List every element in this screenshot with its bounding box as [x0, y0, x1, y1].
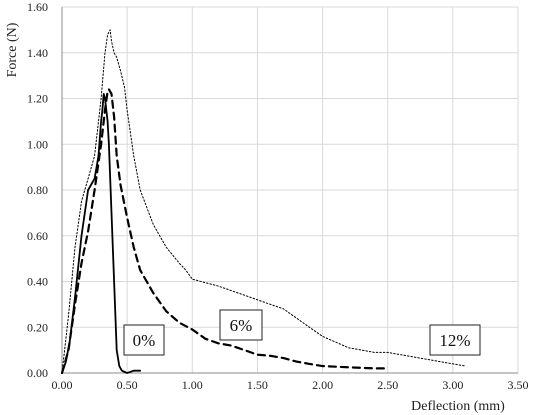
series-6-percent-line: [60, 88, 389, 375]
x-tick-label: 1.00: [182, 378, 203, 392]
y-tick-label: 1.00: [27, 137, 48, 151]
series-12-percent-line: [61, 29, 467, 374]
x-tick-label: 0.50: [117, 378, 138, 392]
y-tick-label: 0.20: [27, 320, 48, 334]
x-tick-label: 2.50: [377, 378, 398, 392]
series-0-percent-line: [61, 93, 142, 374]
annotation-12-percent-box: [429, 324, 481, 356]
annotation-6-percent: 6%: [219, 309, 263, 341]
series-lines: [60, 29, 467, 375]
gridlines: [62, 6, 519, 373]
y-tick-label: 0.40: [27, 275, 48, 289]
y-tick-label: 1.20: [27, 92, 48, 106]
x-axis-title: Deflection (mm): [411, 399, 505, 414]
x-tick-label: 1.50: [247, 378, 268, 392]
annotation-12-percent-label: 12%: [439, 331, 470, 350]
annotation-0-percent-box: [123, 324, 165, 356]
y-tick-label: 1.40: [27, 46, 48, 60]
annotation-6-percent-box: [219, 309, 263, 341]
annotation-0-percent-label: 0%: [133, 331, 156, 350]
annotation-0-percent: 0%: [123, 324, 165, 356]
x-tick-label: 0.00: [52, 378, 73, 392]
tick-labels: 0.00 0.50 1.00 1.50 2.00 2.50 3.00 3.50 0.00 0.20…: [27, 0, 529, 392]
y-tick-label: 0.00: [27, 366, 48, 380]
x-tick-label: 3.50: [508, 378, 529, 392]
y-tick-label: 0.60: [27, 229, 48, 243]
annotation-12-percent: 12%: [429, 324, 481, 356]
x-tick-label: 3.00: [442, 378, 463, 392]
y-tick-label: 1.60: [27, 0, 48, 14]
y-tick-label: 0.80: [27, 183, 48, 197]
y-axis-title: Force (N): [5, 22, 20, 77]
axes: [61, 7, 518, 374]
x-tick-label: 2.00: [312, 378, 333, 392]
annotation-6-percent-label: 6%: [230, 316, 253, 335]
